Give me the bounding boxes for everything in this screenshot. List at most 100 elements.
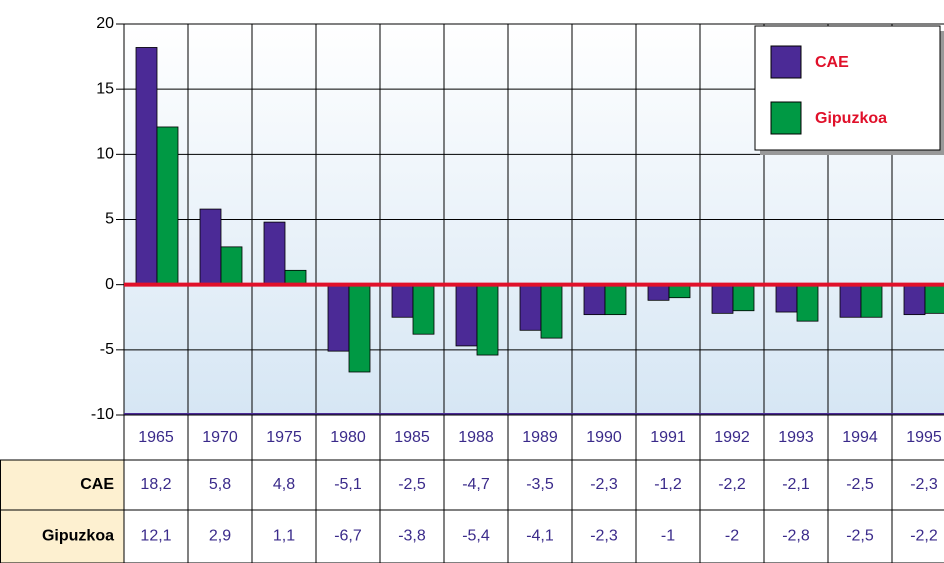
- data-label: -2: [725, 528, 739, 545]
- data-label: -2,5: [846, 528, 874, 545]
- table-cell: [251, 459, 317, 511]
- bar: [604, 284, 627, 316]
- x-tick-label: 1991: [650, 429, 686, 446]
- table-cell: [763, 414, 829, 461]
- data-label: -2,3: [590, 528, 618, 545]
- table-cell: [891, 459, 944, 511]
- data-label: 5,8: [209, 476, 231, 493]
- bar: [135, 47, 158, 286]
- bar: [220, 246, 243, 286]
- row-header: [0, 509, 125, 563]
- y-tick-label: 20: [96, 15, 114, 32]
- table-cell: [571, 509, 637, 563]
- x-tick-label: 1970: [202, 429, 238, 446]
- row-label: CAE: [80, 476, 114, 493]
- data-label: -5,4: [462, 528, 490, 545]
- legend-label: CAE: [815, 54, 849, 71]
- bar: [860, 284, 883, 318]
- bar: [519, 284, 542, 331]
- x-tick-label: 1975: [266, 429, 302, 446]
- bar: [711, 284, 734, 314]
- table-cell: [315, 459, 381, 511]
- data-label: -4,1: [526, 528, 554, 545]
- x-tick-label: 1965: [138, 429, 174, 446]
- table-cell: [187, 459, 253, 511]
- x-tick-label: 1980: [330, 429, 366, 446]
- bar: [327, 284, 350, 352]
- y-tick-label: 5: [105, 211, 114, 228]
- bar: [156, 126, 179, 286]
- bar: [583, 284, 606, 316]
- y-tick-label: 15: [96, 80, 114, 97]
- bar: [924, 284, 944, 314]
- table-cell: [251, 509, 317, 563]
- legend-swatch: [770, 45, 802, 79]
- table-cell: [507, 509, 573, 563]
- data-label: -2,8: [782, 528, 810, 545]
- table-cell: [187, 509, 253, 563]
- table-cell: [507, 459, 573, 511]
- bar: [732, 284, 755, 312]
- table-cell: [571, 414, 637, 461]
- table-cell: [443, 509, 509, 563]
- table-cell: [699, 414, 765, 461]
- bar: [284, 269, 307, 286]
- data-label: 4,8: [273, 476, 295, 493]
- data-label: 1,1: [273, 528, 295, 545]
- y-tick-label: 10: [96, 146, 114, 163]
- data-label: -2,2: [718, 476, 746, 493]
- data-label: -3,8: [398, 528, 426, 545]
- table-cell: [891, 509, 944, 563]
- x-tick-label: 1990: [586, 429, 622, 446]
- table-cell: [827, 509, 893, 563]
- x-tick-label: 1994: [842, 429, 878, 446]
- x-tick-label: 1992: [714, 429, 750, 446]
- data-label: -2,1: [782, 476, 810, 493]
- bar: [775, 284, 798, 313]
- bar: [391, 284, 414, 318]
- data-label: -3,5: [526, 476, 554, 493]
- legend-swatch: [770, 101, 802, 135]
- y-tick-label: -5: [100, 341, 114, 358]
- bar: [796, 284, 819, 322]
- data-label: 12,1: [140, 528, 171, 545]
- bar: [199, 208, 222, 286]
- data-label: -2,3: [910, 476, 938, 493]
- data-label: -1: [661, 528, 675, 545]
- y-tick-label: -10: [91, 406, 114, 423]
- data-label: -6,7: [334, 528, 362, 545]
- bar: [839, 284, 862, 318]
- bar: [263, 221, 286, 286]
- bar: [647, 284, 670, 301]
- table-cell: [315, 414, 381, 461]
- table-cell: [635, 459, 701, 511]
- table-cell: [699, 509, 765, 563]
- data-label: -4,7: [462, 476, 490, 493]
- x-tick-label: 1993: [778, 429, 814, 446]
- row-header: [0, 459, 125, 511]
- bar: [412, 284, 435, 335]
- table-cell: [827, 414, 893, 461]
- table-cell: [443, 414, 509, 461]
- table-cell: [891, 414, 944, 461]
- x-tick-label: 1988: [458, 429, 494, 446]
- table-cell: [379, 509, 445, 563]
- x-tick-label: 1989: [522, 429, 558, 446]
- data-label: -2,2: [910, 528, 938, 545]
- x-tick-label: 1995: [906, 429, 942, 446]
- table-cell: [635, 414, 701, 461]
- data-label: -2,3: [590, 476, 618, 493]
- table-cell: [827, 459, 893, 511]
- data-label: -2,5: [846, 476, 874, 493]
- bar: [455, 284, 478, 347]
- data-label: -5,1: [334, 476, 362, 493]
- data-label: 2,9: [209, 528, 231, 545]
- bar: [476, 284, 499, 356]
- data-label: 18,2: [140, 476, 171, 493]
- table-cell: [507, 414, 573, 461]
- table-cell: [379, 459, 445, 511]
- table-cell: [187, 414, 253, 461]
- y-tick-label: 0: [105, 276, 114, 293]
- bar: [540, 284, 563, 339]
